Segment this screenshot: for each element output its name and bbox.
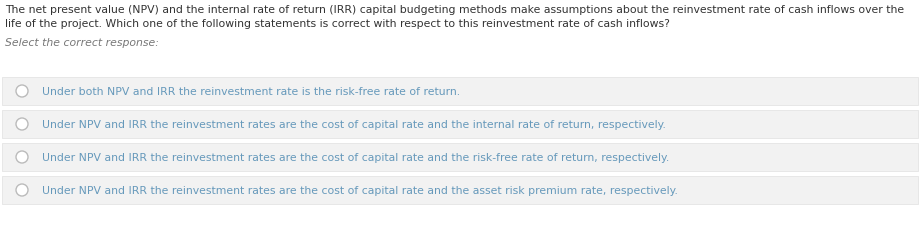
FancyBboxPatch shape [2, 176, 917, 204]
Circle shape [16, 152, 28, 163]
FancyBboxPatch shape [2, 78, 917, 106]
Circle shape [16, 118, 28, 130]
Text: Under both NPV and IRR the reinvestment rate is the risk-free rate of return.: Under both NPV and IRR the reinvestment … [42, 87, 460, 97]
Text: Select the correct response:: Select the correct response: [5, 38, 159, 48]
FancyBboxPatch shape [2, 144, 917, 171]
Text: Under NPV and IRR the reinvestment rates are the cost of capital rate and the as: Under NPV and IRR the reinvestment rates… [42, 185, 677, 195]
Text: Under NPV and IRR the reinvestment rates are the cost of capital rate and the in: Under NPV and IRR the reinvestment rates… [42, 120, 665, 130]
Circle shape [16, 86, 28, 98]
FancyBboxPatch shape [2, 110, 917, 138]
Text: life of the project. Which one of the following statements is correct with respe: life of the project. Which one of the fo… [5, 19, 669, 29]
Text: Under NPV and IRR the reinvestment rates are the cost of capital rate and the ri: Under NPV and IRR the reinvestment rates… [42, 152, 668, 162]
Text: The net present value (NPV) and the internal rate of return (IRR) capital budget: The net present value (NPV) and the inte… [5, 5, 903, 15]
Circle shape [16, 184, 28, 196]
